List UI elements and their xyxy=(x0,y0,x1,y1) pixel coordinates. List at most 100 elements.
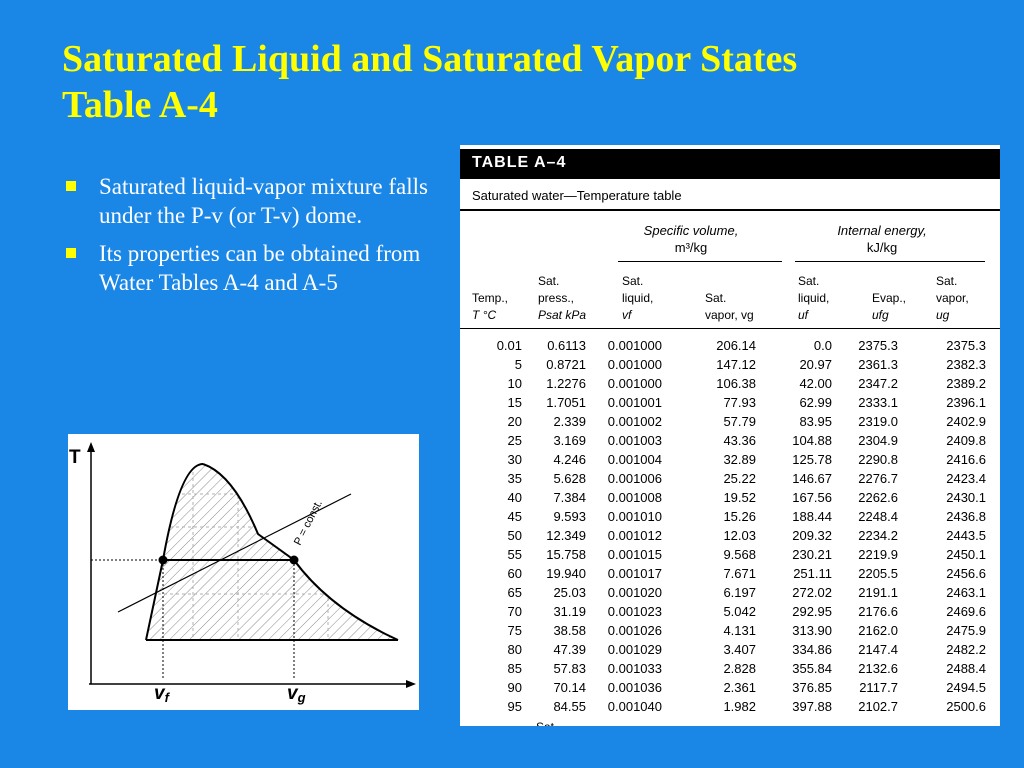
table-cell: 2290.8 xyxy=(858,452,898,467)
header-specific-volume-unit: m³/kg xyxy=(674,240,708,255)
table-cell: 0.001023 xyxy=(607,604,662,619)
table-row: 70 31.19 0.001023 5.042 292.95 2176.6 2469.6 xyxy=(460,603,1000,622)
table-row: 60 19.940 0.001017 7.671 251.11 2205.5 2456.6 xyxy=(460,565,1000,584)
table-row: 85 57.83 0.001033 2.828 355.84 2132.6 2488.4 xyxy=(460,660,1000,679)
table-cell: 9.568 xyxy=(723,547,756,562)
header-specific-volume: Specific volume, xyxy=(643,223,739,238)
table-cell: 0.001029 xyxy=(607,642,662,657)
table-cell: 2402.9 xyxy=(946,414,986,429)
table-cell: 2456.6 xyxy=(946,566,986,581)
table-cell: 0.001026 xyxy=(607,623,662,638)
table-cell: 0.001000 xyxy=(607,357,662,372)
col-vf-line1: Sat. xyxy=(622,274,644,288)
bullet-text: Its properties can be obtained from Wate… xyxy=(99,241,421,295)
rule xyxy=(795,261,985,262)
table-cell: 15 xyxy=(507,395,522,410)
table-cell: 2382.3 xyxy=(946,357,986,372)
table-cell: 0.01 xyxy=(496,338,522,353)
vg-label: vg xyxy=(287,683,306,705)
table-cell: 2205.5 xyxy=(858,566,898,581)
bullet-square-icon xyxy=(66,181,76,191)
slide-title: Saturated Liquid and Saturated Vapor Sta… xyxy=(62,36,982,128)
table-cell: 20 xyxy=(507,414,522,429)
table-cell: 10 xyxy=(507,376,522,391)
col-vf-line3: vf xyxy=(622,308,632,322)
table-cell: 2423.4 xyxy=(946,471,986,486)
table-cell: 230.21 xyxy=(792,547,832,562)
table-body: 0.01 0.6113 0.001000 206.14 0.0 2375.3 2375.3 5… xyxy=(460,337,1000,717)
table-cell: 0.001003 xyxy=(607,433,662,448)
table-cell: 5 xyxy=(514,357,522,372)
table-cell: 2463.1 xyxy=(946,585,986,600)
table-cell: 57.83 xyxy=(553,661,586,676)
table-cell: 2375.3 xyxy=(858,338,898,353)
table-cell: 35 xyxy=(507,471,522,486)
header-internal-energy-unit: kJ/kg xyxy=(866,240,898,255)
tv-diagram-svg: T P = const. vf vg xyxy=(69,442,416,705)
col-ufg-line2: ufg xyxy=(872,308,889,322)
table-cell: 2248.4 xyxy=(858,509,898,524)
col-ug-line2: vapor, xyxy=(936,291,969,305)
table-cell: 38.58 xyxy=(553,623,586,638)
isobar-line xyxy=(117,493,352,613)
col-uf-line3: uf xyxy=(798,308,809,322)
table-cell: 84.55 xyxy=(553,699,586,714)
table-cell: 43.36 xyxy=(723,433,756,448)
col-uf-line2: liquid, xyxy=(798,291,830,305)
col-ug-line1: Sat. xyxy=(936,274,958,288)
table-cell: 31.19 xyxy=(553,604,586,619)
table-cell: 57.79 xyxy=(723,414,756,429)
table-subtitle: Saturated water—Temperature table xyxy=(472,188,682,203)
table-cell: 2494.5 xyxy=(946,680,986,695)
table-cell: 25.03 xyxy=(553,585,586,600)
table-cell: 7.384 xyxy=(553,490,586,505)
header-internal-energy: Internal energy, xyxy=(837,223,927,238)
table-row: 15 1.7051 0.001001 77.93 62.99 2333.1 2396.1 xyxy=(460,394,1000,413)
table-cell: 20.97 xyxy=(799,357,832,372)
slide-title-line-2: Table A-4 xyxy=(62,84,218,126)
table-cell: 0.001010 xyxy=(607,509,662,524)
table-cell: 3.169 xyxy=(553,433,586,448)
table-cell: 0.001017 xyxy=(607,566,662,581)
table-cell: 4.131 xyxy=(723,623,756,638)
table-row: 10 1.2276 0.001000 106.38 42.00 2347.2 2389.2 xyxy=(460,375,1000,394)
col-vg-line2: vapor, vg xyxy=(705,308,754,322)
table-cell: 32.89 xyxy=(723,452,756,467)
table-cell: 2304.9 xyxy=(858,433,898,448)
table-cell: 15.758 xyxy=(546,547,586,562)
saturated-liquid-line xyxy=(145,463,204,641)
table-cell: 2436.8 xyxy=(946,509,986,524)
table-cell: 19.52 xyxy=(723,490,756,505)
table-cell: 2450.1 xyxy=(946,547,986,562)
table-cell: 60 xyxy=(507,566,522,581)
table-cell: 2443.5 xyxy=(946,528,986,543)
table-cell: 5.042 xyxy=(723,604,756,619)
table-cell: 25.22 xyxy=(723,471,756,486)
table-cell: 2132.6 xyxy=(858,661,898,676)
isobar-label: P = const. xyxy=(292,498,325,547)
two-phase-region xyxy=(146,464,398,640)
table-cell: 0.001006 xyxy=(607,471,662,486)
y-axis-arrow xyxy=(87,442,95,452)
table-cell: 2389.2 xyxy=(946,376,986,391)
table-cell: 0.001036 xyxy=(607,680,662,695)
table-cell: 397.88 xyxy=(792,699,832,714)
table-cell: 25 xyxy=(507,433,522,448)
table-cell: 206.14 xyxy=(716,338,756,353)
t-axis-label: T xyxy=(69,447,81,468)
table-cell: 75 xyxy=(507,623,522,638)
table-cell: 0.6113 xyxy=(547,338,586,353)
table-row: 30 4.246 0.001004 32.89 125.78 2290.8 2416.6 xyxy=(460,451,1000,470)
bullet-item: Its properties can be obtained from Wate… xyxy=(66,239,446,297)
table-cell: 0.001000 xyxy=(607,338,662,353)
table-cell: 9.593 xyxy=(553,509,586,524)
table-cell: 292.95 xyxy=(792,604,832,619)
table-cell: 2191.1 xyxy=(858,585,898,600)
table-cell: 104.88 xyxy=(792,433,832,448)
table-cell: 7.671 xyxy=(723,566,756,581)
table-row: 95 84.55 0.001040 1.982 397.88 2102.7 2500.6 xyxy=(460,698,1000,717)
col-ufg-line1: Evap., xyxy=(872,291,907,305)
table-row: 40 7.384 0.001008 19.52 167.56 2262.6 2430.1 xyxy=(460,489,1000,508)
saturated-liquid-point xyxy=(158,555,168,565)
table-cell: 2.361 xyxy=(723,680,756,695)
